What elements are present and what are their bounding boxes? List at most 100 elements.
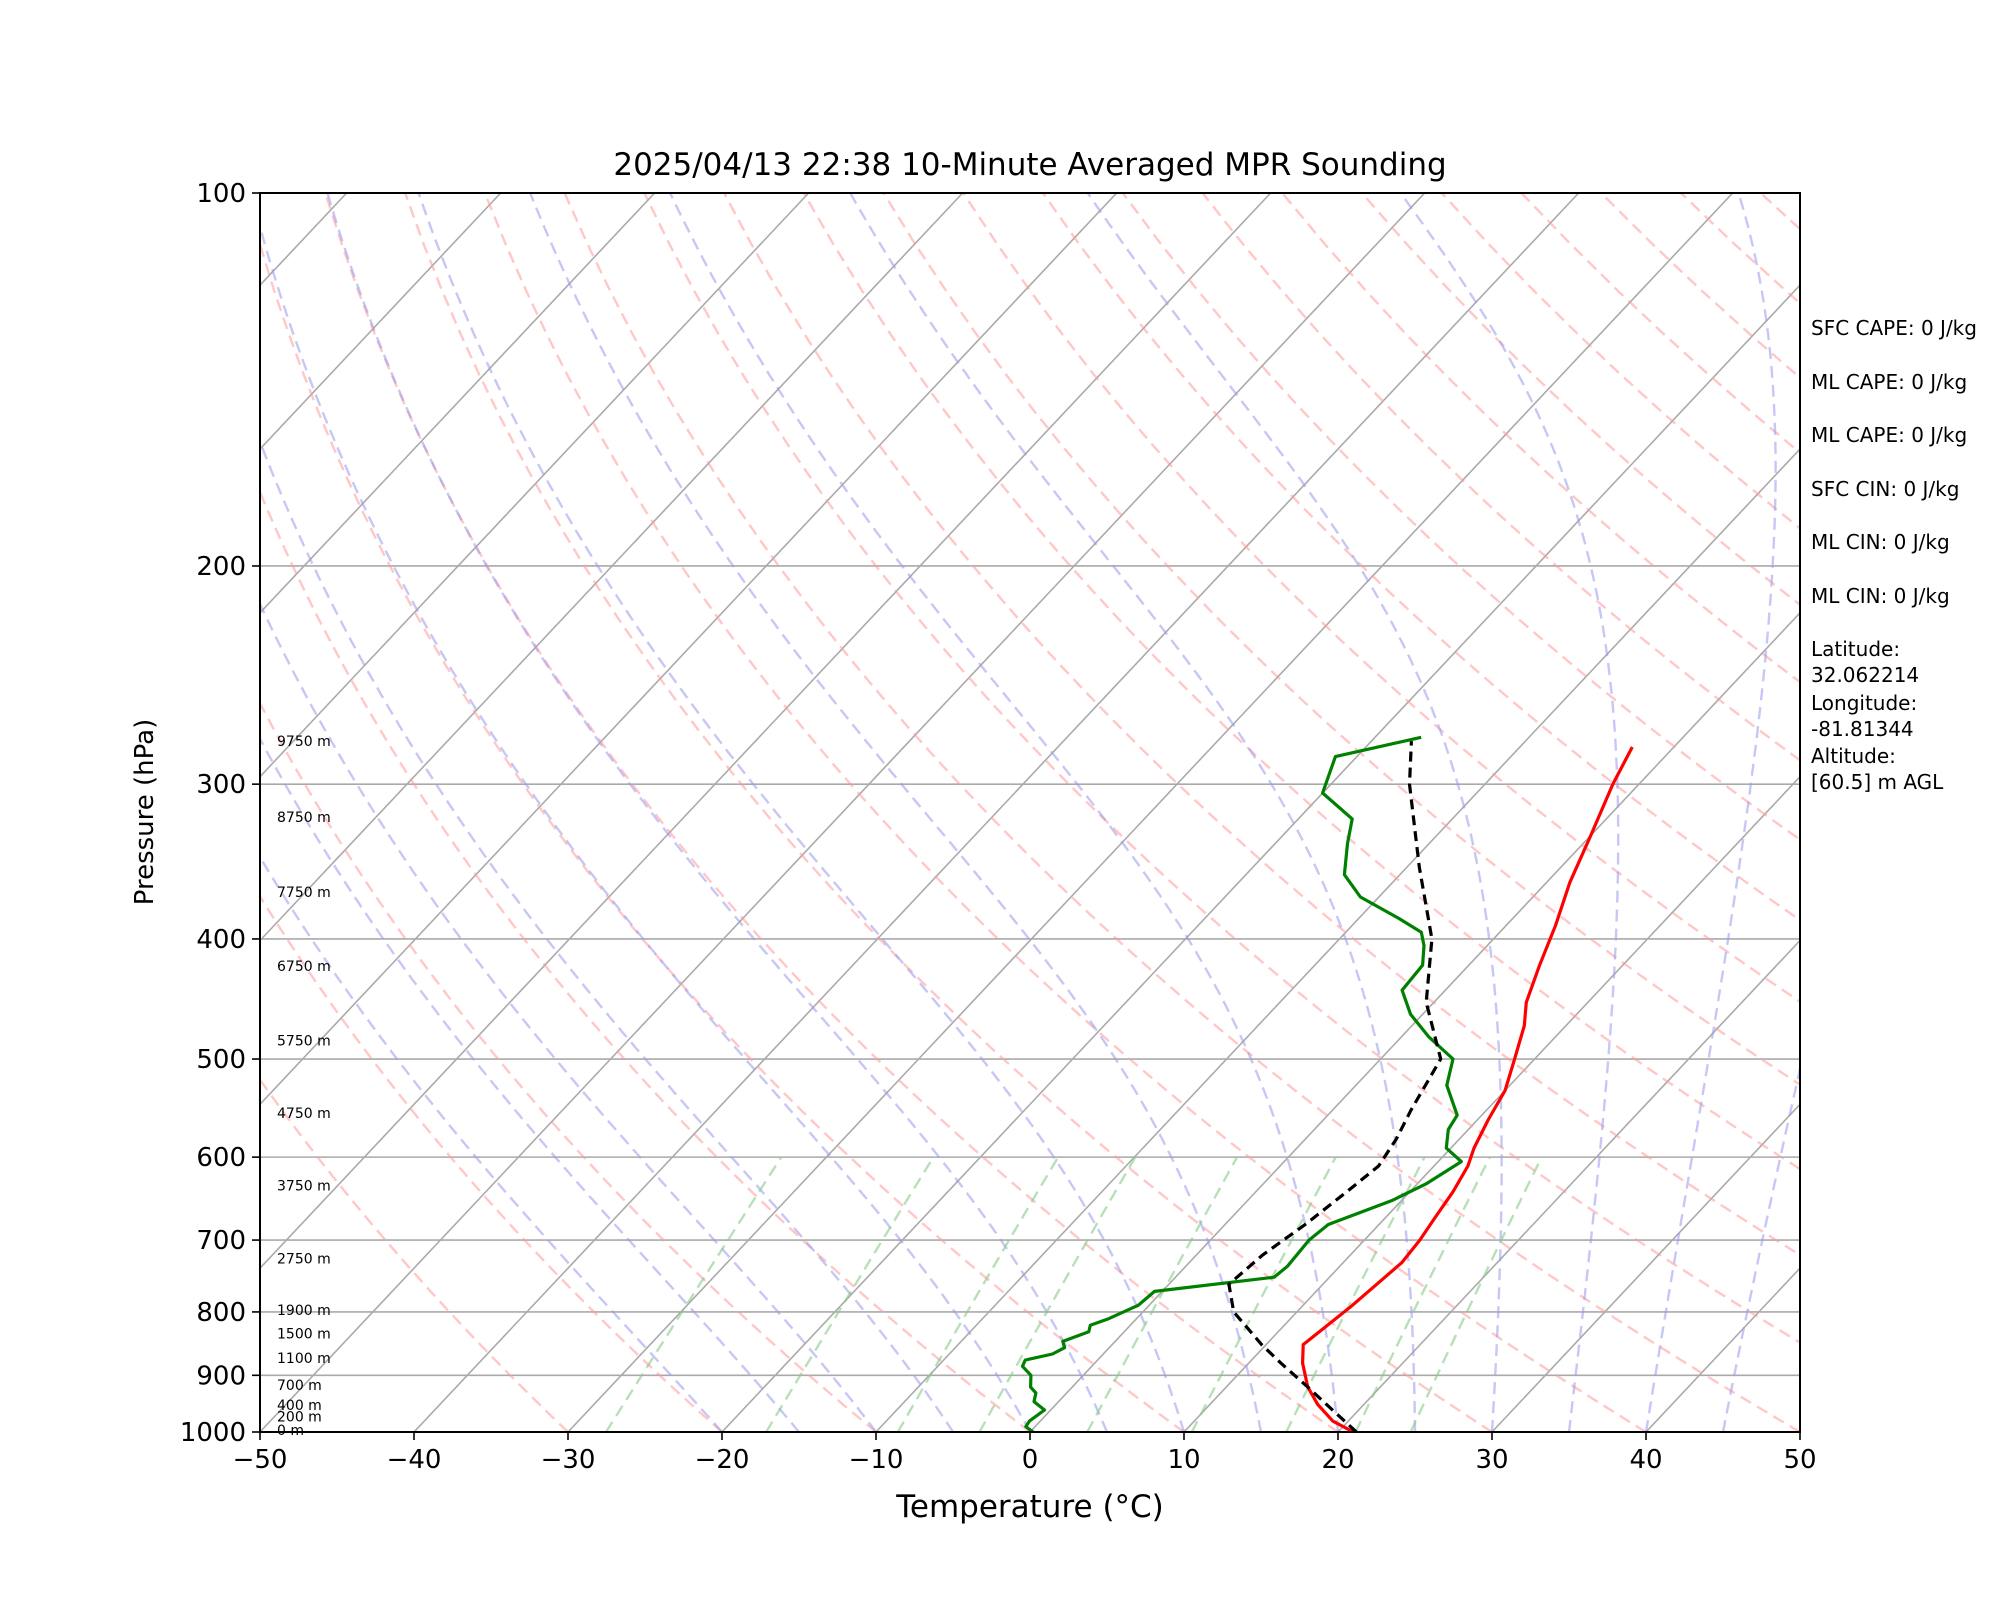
height-label: 4750 m bbox=[277, 1106, 331, 1122]
isotherm-line bbox=[260, 193, 1118, 1106]
moist-adiabat-line bbox=[529, 193, 1263, 1432]
altitude-text: Altitude: [60.5] m AGL bbox=[1811, 744, 1944, 794]
height-label: 1100 m bbox=[277, 1351, 331, 1367]
isotherm-line bbox=[1491, 1103, 1800, 1432]
x-tick-label: −30 bbox=[541, 1445, 596, 1475]
dry-adiabat-line bbox=[260, 240, 1185, 1432]
y-tick-label: 1000 bbox=[180, 1418, 246, 1448]
height-label: 2750 m bbox=[277, 1251, 331, 1267]
mixing-ratio-line bbox=[1190, 1156, 1337, 1432]
plot-frame bbox=[259, 192, 1801, 1433]
dry-adiabat-line bbox=[260, 1077, 569, 1432]
y-tick-label: 900 bbox=[196, 1361, 246, 1391]
mixing-ratio-line bbox=[1409, 1156, 1543, 1432]
moist-adiabat-line bbox=[1644, 193, 1777, 1432]
mixing-ratio-line bbox=[1086, 1156, 1239, 1432]
x-tick-label: 20 bbox=[1321, 1445, 1354, 1475]
moist-adiabat-line bbox=[669, 193, 1340, 1432]
x-tick-label: −10 bbox=[849, 1445, 904, 1475]
x-tick-label: 30 bbox=[1475, 1445, 1508, 1475]
sfc-cape-text: SFC CAPE: 0 J/kg bbox=[1811, 316, 1977, 340]
dry-adiabat-line bbox=[723, 193, 1800, 1257]
height-label: 1500 m bbox=[277, 1327, 331, 1343]
longitude-text: Longitude: -81.81344 bbox=[1811, 690, 1918, 741]
mixing-ratio-line bbox=[765, 1156, 935, 1432]
x-tick-label: −20 bbox=[695, 1445, 750, 1475]
isotherm-line bbox=[413, 193, 1580, 1432]
x-tick-label: 40 bbox=[1629, 1445, 1662, 1475]
moist-adiabat-line bbox=[417, 193, 1186, 1432]
y-tick-label: 800 bbox=[196, 1298, 246, 1328]
isotherm-line bbox=[1029, 611, 1800, 1432]
height-label: 1900 m bbox=[277, 1303, 331, 1319]
y-tick-label: 600 bbox=[196, 1143, 246, 1173]
sounding-info-panel: SFC CAPE: 0 J/kg ML CAPE: 0 J/kg ML CAPE… bbox=[1811, 315, 1996, 797]
height-label: 200 m bbox=[277, 1409, 322, 1425]
height-label: 700 m bbox=[277, 1378, 322, 1394]
height-label: 3750 m bbox=[277, 1179, 331, 1195]
mixing-ratio-line bbox=[896, 1156, 1060, 1432]
dry-adiabat-line bbox=[1121, 193, 1800, 842]
ml-cape-text: ML CAPE: 0 J/kg bbox=[1811, 369, 1968, 394]
height-label: 6750 m bbox=[277, 959, 331, 975]
height-label: 9750 m bbox=[277, 734, 331, 750]
y-tick-label: 200 bbox=[196, 552, 246, 582]
isotherm-line bbox=[260, 193, 656, 615]
x-tick-label: 0 bbox=[1022, 1445, 1039, 1475]
dry-adiabat-line bbox=[260, 700, 877, 1432]
isotherm-line bbox=[0, 193, 193, 1432]
isotherm-line bbox=[875, 447, 1800, 1432]
height-label: 8750 m bbox=[277, 810, 331, 826]
y-tick-label: 700 bbox=[196, 1226, 246, 1256]
y-tick-label: 300 bbox=[196, 770, 246, 800]
height-label: 7750 m bbox=[277, 885, 331, 901]
dry-adiabat-line bbox=[643, 193, 1800, 1345]
moist-adiabat-line bbox=[260, 222, 1032, 1432]
isotherm-line bbox=[567, 193, 1734, 1432]
moist-adiabat-line bbox=[1399, 193, 1620, 1432]
y-tick-label: 100 bbox=[196, 179, 246, 209]
moist-adiabat-line bbox=[260, 601, 877, 1432]
dry-adiabat-line bbox=[802, 193, 1800, 1171]
x-tick-label: 10 bbox=[1167, 1445, 1200, 1475]
moist-adiabat-line bbox=[260, 736, 800, 1432]
dry-adiabat-line bbox=[563, 193, 1800, 1432]
dry-adiabat-line bbox=[404, 193, 1493, 1432]
moist-adiabat-line bbox=[1721, 1063, 1800, 1432]
dry-adiabat-line bbox=[324, 193, 1339, 1432]
isotherm-line bbox=[260, 193, 810, 778]
moist-adiabat-line bbox=[326, 193, 1109, 1432]
isotherm-line bbox=[0, 193, 39, 1432]
x-tick-label: −50 bbox=[233, 1445, 288, 1475]
height-label: 400 m bbox=[277, 1398, 322, 1414]
x-axis-label: Temperature (°C) bbox=[895, 1489, 1164, 1525]
mixing-ratio-line bbox=[978, 1156, 1137, 1432]
moist-adiabat-line bbox=[849, 193, 1417, 1432]
moist-adiabat-line bbox=[1086, 193, 1503, 1432]
x-tick-label: −40 bbox=[387, 1445, 442, 1475]
ml-cin-text-2: ML CIN: 0 J/kg bbox=[1811, 583, 1950, 608]
ml-cin-text: ML CIN: 0 J/kg bbox=[1811, 530, 1950, 554]
temperature-profile-line bbox=[1301, 746, 1634, 1432]
dry-adiabat-line bbox=[1201, 193, 1800, 762]
isotherm-line bbox=[260, 193, 502, 451]
moist-adiabat-line bbox=[260, 854, 723, 1432]
y-tick-label: 400 bbox=[196, 925, 246, 955]
x-tick-label: 50 bbox=[1783, 1445, 1816, 1475]
isotherm-line bbox=[1183, 775, 1800, 1432]
mixing-ratio-line bbox=[1354, 1156, 1491, 1432]
isotherm-line bbox=[260, 193, 964, 942]
y-tick-label: 500 bbox=[196, 1045, 246, 1075]
y-axis-label: Pressure (hPa) bbox=[130, 719, 160, 906]
sfc-cin-text: SFC CIN: 0 J/kg bbox=[1811, 476, 1960, 501]
dry-adiabat-line bbox=[483, 193, 1647, 1432]
chart-title: 2025/04/13 22:38 10-Minute Averaged MPR … bbox=[613, 147, 1446, 183]
isotherm-line bbox=[260, 193, 1272, 1270]
isotherm-line bbox=[721, 284, 1800, 1432]
latitude-text: Latitude: 32.062214 bbox=[1811, 637, 1920, 687]
mixing-ratio-line bbox=[604, 1156, 783, 1432]
ml-cape-text-2: ML CAPE: 0 J/kg bbox=[1811, 423, 1968, 447]
dry-adiabat-line bbox=[882, 193, 1800, 1087]
isotherm-line bbox=[1337, 939, 1800, 1432]
